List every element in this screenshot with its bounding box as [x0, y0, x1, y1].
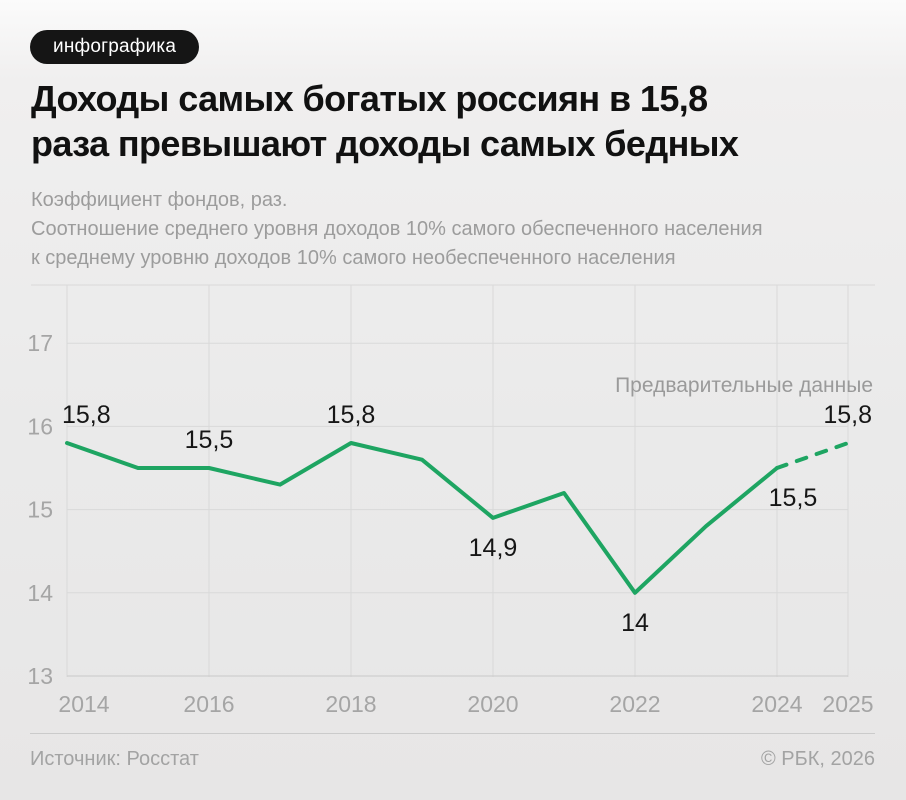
- data-label: 14,9: [469, 534, 518, 562]
- x-tick-label: 2018: [325, 691, 376, 717]
- subtitle-line-1: Коэффициент фондов, раз.: [31, 189, 288, 211]
- x-tick-label: 2014: [58, 691, 109, 717]
- chart-subtitle: Коэффициент фондов, раз. Соотношение сре…: [31, 186, 881, 273]
- x-tick-label: 2025: [822, 691, 873, 717]
- y-tick-label: 15: [27, 497, 53, 523]
- source-label: Источник: Росстат: [30, 748, 199, 770]
- x-tick-label: 2016: [183, 691, 234, 717]
- y-tick-label: 16: [27, 413, 53, 439]
- series-line-solid: [65, 441, 779, 595]
- data-label: 14: [621, 609, 649, 637]
- infographic-badge-label: инфографика: [53, 36, 177, 57]
- copyright-label: © РБК, 2026: [760, 748, 875, 770]
- page-title: Доходы самых богатых россиян в 15,8 раза…: [31, 76, 881, 166]
- title-line-1: Доходы самых богатых россиян в 15,8: [31, 78, 708, 119]
- data-label: 15,8: [62, 401, 111, 429]
- data-label: 15,8: [823, 401, 872, 429]
- data-label: 15,5: [769, 484, 818, 512]
- data-label: 15,5: [185, 426, 234, 454]
- footer: Источник: Росстат © РБК, 2026: [30, 748, 875, 771]
- series-line-dashed: [775, 441, 850, 470]
- infographic-badge: инфографика: [30, 30, 200, 64]
- x-tick-label: 2020: [467, 691, 518, 717]
- y-tick-label: 14: [27, 580, 53, 606]
- y-tick-label: 17: [27, 330, 53, 356]
- data-label: 15,8: [327, 401, 376, 429]
- subtitle-line-2: Соотношение среднего уровня доходов 10% …: [31, 218, 763, 240]
- title-line-2: раза превышают доходы самых бедных: [31, 123, 739, 164]
- x-tick-label: 2024: [751, 691, 802, 717]
- x-tick-label: 2022: [609, 691, 660, 717]
- footer-divider: [30, 733, 875, 734]
- y-tick-label: 13: [27, 663, 53, 689]
- preliminary-data-note: Предварительные данные: [615, 374, 873, 397]
- subtitle-line-3: к среднему уровню доходов 10% самого нео…: [31, 247, 676, 269]
